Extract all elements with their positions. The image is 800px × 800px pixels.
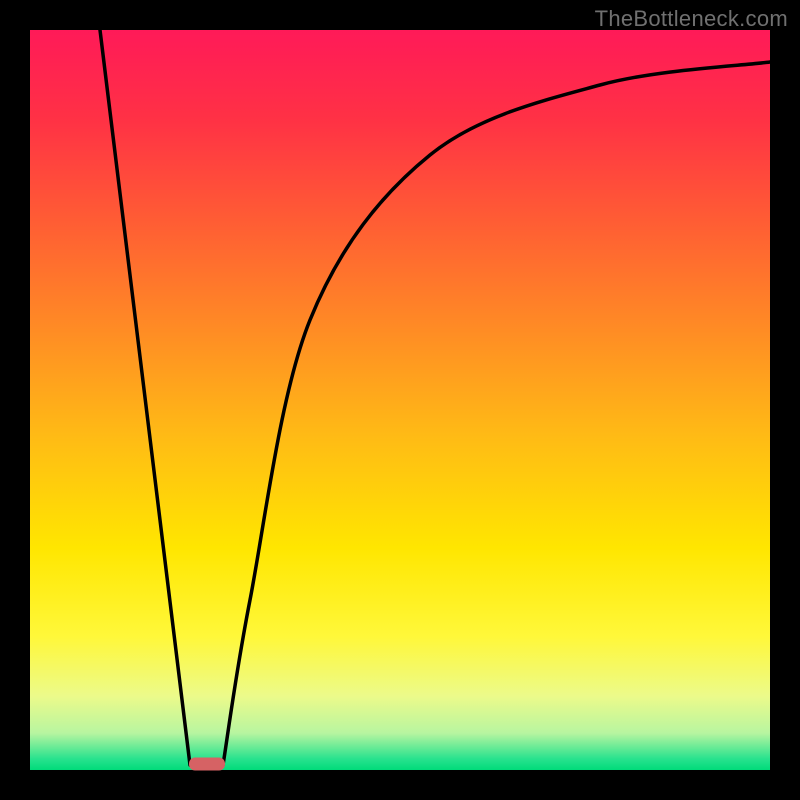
- chart-svg: [0, 0, 800, 800]
- watermark-label: TheBottleneck.com: [595, 6, 788, 32]
- bottleneck-chart: TheBottleneck.com: [0, 0, 800, 800]
